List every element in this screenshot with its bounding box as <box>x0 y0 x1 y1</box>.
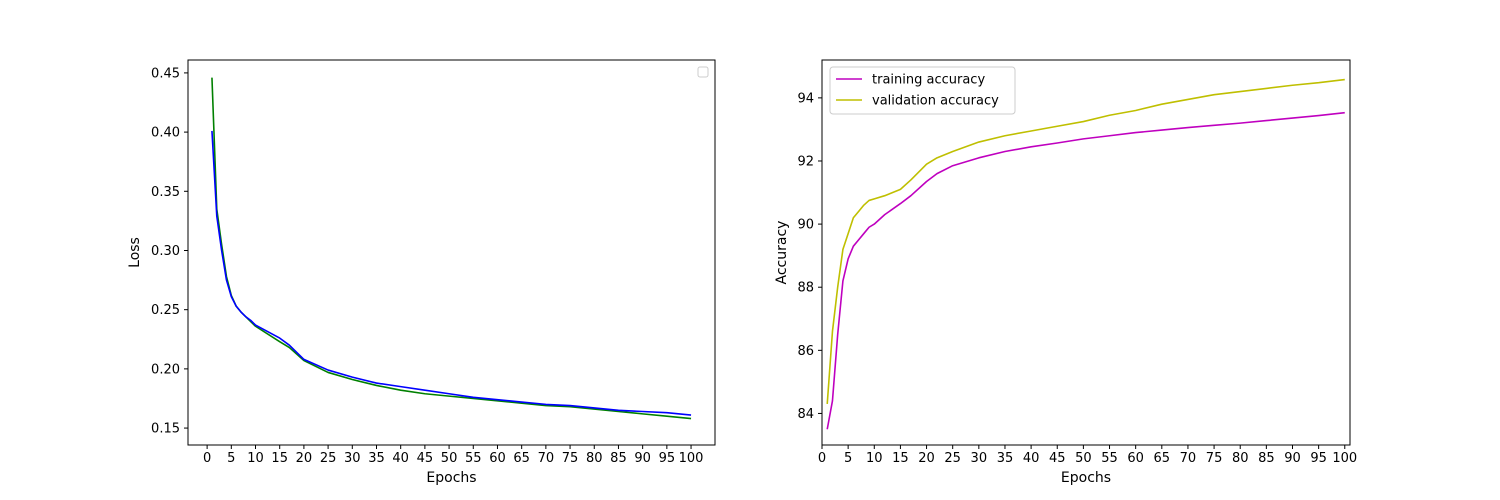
chart-2-x-tick-label: 100 <box>1332 451 1357 466</box>
chart-2-legend-label-2: validation accuracy <box>872 94 999 109</box>
chart-1-x-tick-label: 45 <box>417 451 434 466</box>
chart-2-y-tick-label: 92 <box>797 154 814 169</box>
chart-1-x-tick-label: 35 <box>368 451 385 466</box>
chart-1-x-tick-label: 60 <box>489 451 506 466</box>
chart-2-x-tick-label: 0 <box>818 451 826 466</box>
chart-2-x-tick-label: 20 <box>918 451 935 466</box>
chart-2-x-tick-label: 25 <box>944 451 961 466</box>
chart-2-x-tick-label: 40 <box>1023 451 1040 466</box>
chart-1-x-tick-label: 50 <box>441 451 458 466</box>
chart-2-x-tick-label: 50 <box>1075 451 1092 466</box>
chart-2-x-tick-label: 45 <box>1049 451 1066 466</box>
chart-1-y-tick-label: 0.30 <box>151 244 180 259</box>
chart-2-y-axis-label: Accuracy <box>774 221 790 285</box>
chart-1-x-tick-label: 65 <box>513 451 530 466</box>
chart-1-x-tick-label: 70 <box>538 451 555 466</box>
chart-1-x-tick-label: 90 <box>634 451 651 466</box>
chart-1-x-tick-label: 10 <box>247 451 264 466</box>
chart-2-x-tick-label: 75 <box>1206 451 1223 466</box>
chart-2-y-tick-label: 90 <box>797 218 814 233</box>
chart-1-x-tick-label: 0 <box>203 451 211 466</box>
chart-2-y-tick-label: 94 <box>797 91 814 106</box>
chart-1-y-axis-label: Loss <box>127 237 143 268</box>
chart-1-x-tick-label: 30 <box>344 451 361 466</box>
chart-2-legend-label-1: training accuracy <box>872 73 985 88</box>
chart-2-x-tick-label: 35 <box>997 451 1014 466</box>
chart-1-x-tick-label: 75 <box>562 451 579 466</box>
chart-1-x-tick-label: 55 <box>465 451 482 466</box>
chart-1-x-tick-label: 15 <box>271 451 288 466</box>
chart-1-x-tick-label: 5 <box>227 451 235 466</box>
chart-2-x-tick-label: 30 <box>971 451 988 466</box>
chart-2-x-tick-label: 15 <box>892 451 909 466</box>
chart-2-x-tick-label: 70 <box>1180 451 1197 466</box>
chart-1: 0 5 10 15 20 25 30 35 40 45 50 55 60 65 70 75 80 85 90 95 10… <box>127 59 716 486</box>
chart-1-x-tick-label: 95 <box>659 451 676 466</box>
chart-2-x-tick-label: 5 <box>844 451 852 466</box>
chart-1-y-tick-label: 0.35 <box>151 185 180 200</box>
chart-1-plot-frame <box>187 59 716 446</box>
chart-2: 0 5 10 15 20 25 30 35 40 45 50 55 60 65 70 75 80 85 90 95 10… <box>774 59 1357 486</box>
chart-1-series-2-line <box>211 130 692 416</box>
chart-2-legend-box <box>829 66 1016 115</box>
chart-1-x-tick-label: 100 <box>679 451 704 466</box>
chart-1-y-tick-label: 0.45 <box>151 66 180 81</box>
chart-1-legend-box <box>697 66 709 78</box>
chart-1-x-axis-label: Epochs <box>426 470 476 486</box>
chart-2-x-tick-label: 90 <box>1284 451 1301 466</box>
chart-2-x-tick-label: 55 <box>1101 451 1118 466</box>
chart-1-y-tick-label: 0.15 <box>151 422 180 437</box>
chart-1-y-tick-label: 0.25 <box>151 303 180 318</box>
chart-1-x-tick-label: 25 <box>320 451 337 466</box>
chart-1-x-tick-label: 85 <box>610 451 627 466</box>
chart-2-x-tick-label: 60 <box>1127 451 1144 466</box>
chart-1-x-tick-label: 80 <box>586 451 603 466</box>
chart-2-x-tick-label: 65 <box>1154 451 1171 466</box>
chart-2-x-tick-label: 10 <box>866 451 883 466</box>
chart-2-y-tick-label: 84 <box>797 407 814 422</box>
chart-1-x-tick-label: 40 <box>392 451 409 466</box>
chart-2-y-tick-label: 88 <box>797 281 814 296</box>
chart-2-x-tick-label: 80 <box>1232 451 1249 466</box>
chart-2-plot-frame <box>821 59 1351 446</box>
chart-1-series-1-line <box>211 77 692 420</box>
chart-2-x-axis-label: Epochs <box>1061 470 1111 486</box>
chart-2-x-tick-label: 95 <box>1310 451 1327 466</box>
chart-1-y-tick-label: 0.20 <box>151 362 180 377</box>
chart-2-series-2-line <box>826 78 1345 405</box>
chart-2-y-tick-label: 86 <box>797 344 814 359</box>
chart-2-series-1-line <box>826 111 1345 430</box>
chart-1-x-tick-label: 20 <box>296 451 313 466</box>
chart-2-x-tick-label: 85 <box>1258 451 1275 466</box>
chart-1-y-tick-label: 0.40 <box>151 126 180 141</box>
